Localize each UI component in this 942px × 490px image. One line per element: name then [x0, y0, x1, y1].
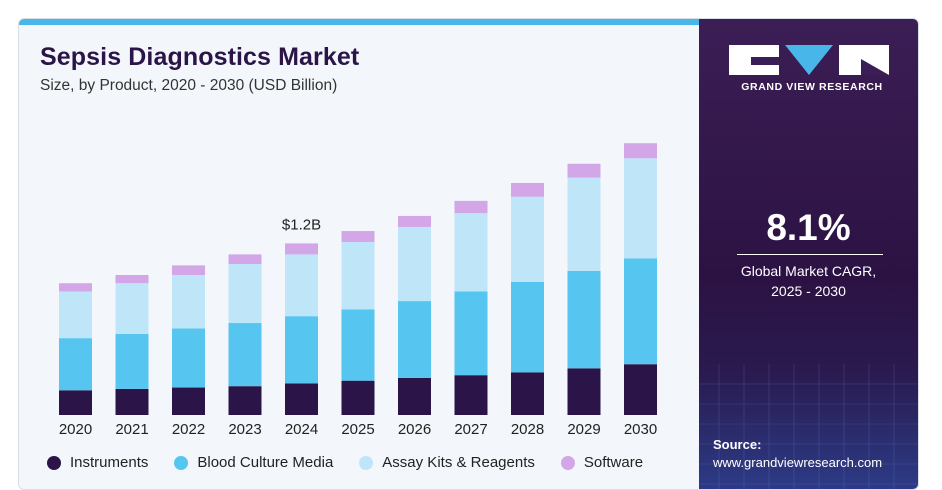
bar-segment-software-2022 — [172, 265, 205, 275]
source-label: Source: — [713, 437, 762, 452]
bar-segment-software-2024 — [285, 243, 318, 255]
info-panel: GRAND VIEW RESEARCH 8.1% Global Market C… — [699, 19, 918, 489]
decorative-grid — [699, 364, 918, 489]
x-tick-label: 2024 — [285, 421, 318, 438]
legend-item-blood-culture-media: Blood Culture Media — [174, 454, 333, 471]
bar-segment-software-2030 — [624, 143, 657, 159]
bar-segment-instruments-2020 — [59, 390, 92, 415]
x-tick-label: 2020 — [59, 421, 92, 438]
bar-segment-blood-culture-media-2027 — [454, 291, 488, 376]
bar-segment-blood-culture-media-2024 — [285, 316, 318, 384]
bar-segment-assay-kits-reagents-2024 — [285, 254, 318, 317]
bar-segment-blood-culture-media-2021 — [115, 334, 149, 389]
bar-segment-software-2028 — [511, 183, 544, 197]
x-tick-label: 2021 — [115, 421, 148, 438]
bar-segment-software-2020 — [59, 283, 92, 292]
chart-title: Sepsis Diagnostics Market — [40, 43, 360, 71]
bar-segment-blood-culture-media-2020 — [59, 338, 92, 391]
bar-segment-blood-culture-media-2029 — [567, 270, 601, 369]
legend-swatch — [359, 455, 374, 470]
bar-segment-instruments-2026 — [398, 377, 431, 415]
bar-segment-software-2023 — [228, 254, 262, 264]
x-tick-label: 2030 — [624, 421, 657, 438]
x-tick-label: 2022 — [172, 421, 205, 438]
chart-subtitle: Size, by Product, 2020 - 2030 (USD Billi… — [40, 77, 338, 94]
bar-segment-assay-kits-reagents-2026 — [398, 226, 431, 302]
brand-name: GRAND VIEW RESEARCH — [741, 81, 883, 93]
cagr-label-line-2: 2025 - 2030 — [771, 283, 846, 299]
bar-segment-assay-kits-reagents-2027 — [454, 213, 488, 292]
legend-label: Blood Culture Media — [197, 454, 334, 471]
legend-label: Software — [583, 454, 644, 471]
bar-segment-assay-kits-reagents-2028 — [511, 196, 544, 282]
bar-segment-assay-kits-reagents-2029 — [567, 177, 601, 271]
bar-segment-blood-culture-media-2022 — [172, 328, 205, 388]
bar-segment-assay-kits-reagents-2025 — [341, 242, 375, 310]
bar-segment-software-2026 — [398, 215, 431, 227]
bar-segment-software-2029 — [567, 163, 601, 178]
legend-label: Assay Kits & Reagents — [382, 454, 535, 471]
bar-segment-instruments-2024 — [285, 383, 318, 415]
chart-card: Sepsis Diagnostics Market Size, by Produ… — [18, 18, 919, 490]
bar-segment-software-2027 — [454, 200, 488, 214]
cagr-value: 8.1% — [766, 207, 851, 248]
bar-segment-blood-culture-media-2028 — [511, 281, 544, 373]
legend-item-assay-kits: Assay Kits & Reagents — [359, 454, 535, 471]
bar-segment-instruments-2027 — [454, 375, 488, 415]
bar-segment-assay-kits-reagents-2022 — [172, 274, 205, 329]
x-tick-label: 2023 — [228, 421, 261, 438]
bar-segment-instruments-2029 — [567, 368, 601, 415]
bar-segment-instruments-2023 — [228, 386, 262, 415]
legend-item-instruments: Instruments — [47, 454, 148, 471]
legend-swatch — [174, 455, 189, 470]
bar-segment-assay-kits-reagents-2023 — [228, 264, 262, 324]
bar-segment-blood-culture-media-2025 — [341, 309, 375, 381]
x-tick-label: 2028 — [511, 421, 544, 438]
legend-swatch — [47, 455, 61, 470]
bar-segment-instruments-2022 — [172, 387, 205, 415]
bar-segment-blood-culture-media-2023 — [228, 323, 262, 387]
divider — [737, 254, 883, 255]
chart-legend: Instruments Blood Culture Media Assay Ki… — [47, 454, 669, 471]
bar-segment-instruments-2030 — [624, 364, 657, 415]
grand-view-research-logo — [729, 45, 889, 75]
x-tick-label: 2027 — [454, 421, 487, 438]
bar-segment-blood-culture-media-2030 — [624, 258, 657, 365]
cagr-label: Global Market CAGR, 2025 - 2030 — [699, 261, 918, 301]
bar-segment-assay-kits-reagents-2021 — [115, 283, 149, 335]
legend-label: Instruments — [70, 454, 149, 471]
source-url[interactable]: www.grandviewresearch.com — [713, 455, 883, 470]
bar-segment-instruments-2021 — [115, 388, 149, 415]
bar-segment-instruments-2028 — [511, 372, 544, 415]
bar-segment-software-2025 — [341, 231, 375, 243]
data-label-annotation: $1.2B — [282, 216, 321, 233]
x-tick-label: 2025 — [341, 421, 374, 438]
legend-swatch — [560, 455, 575, 470]
cagr-label-line-1: Global Market CAGR, — [740, 263, 877, 279]
bar-segment-assay-kits-reagents-2030 — [624, 158, 657, 259]
x-tick-label: 2026 — [398, 421, 431, 438]
bar-chart: 2020 2021 2022 2023 2024 $1.2B 2025 2026 2027 202… — [59, 143, 657, 438]
bar-segment-instruments-2025 — [341, 380, 375, 415]
chart-panel: Sepsis Diagnostics Market Size, by Produ… — [19, 19, 699, 489]
accent-top-bar — [19, 19, 699, 25]
x-tick-label: 2029 — [567, 421, 600, 438]
legend-item-software: Software — [560, 454, 644, 471]
bar-segment-blood-culture-media-2026 — [398, 301, 431, 378]
bar-segment-software-2021 — [115, 274, 149, 284]
bar-segment-assay-kits-reagents-2020 — [59, 291, 92, 339]
